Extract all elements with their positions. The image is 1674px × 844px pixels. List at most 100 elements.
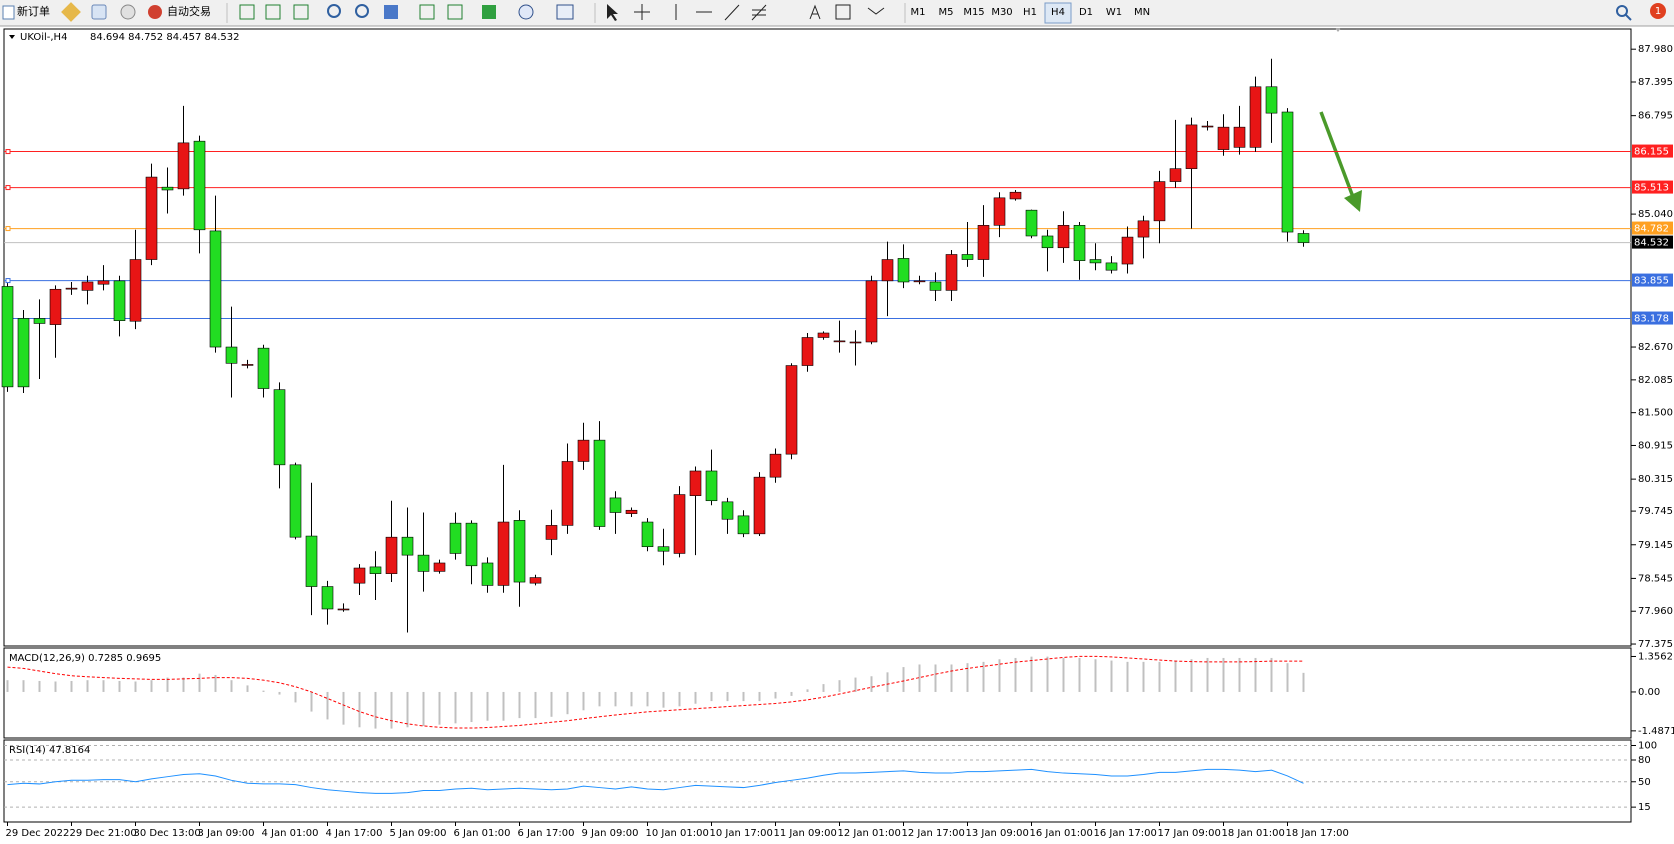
- candle-body: [1057, 225, 1070, 249]
- trendline-tool[interactable]: [724, 4, 740, 21]
- candle-body: [1297, 233, 1310, 243]
- candle-body: [193, 140, 206, 231]
- timeframe-button[interactable]: W1: [1106, 7, 1122, 18]
- candle-body: [1281, 111, 1294, 233]
- candle-body: [401, 536, 414, 556]
- x-tick-label: 10 Jan 17:00: [710, 828, 773, 839]
- candle-body: [737, 515, 750, 535]
- x-tick-label: 4 Jan 01:00: [262, 828, 319, 839]
- timeframe-button[interactable]: H4: [1051, 7, 1065, 18]
- icon[interactable]: [239, 4, 255, 20]
- cursor-tool[interactable]: [607, 4, 618, 21]
- candle-body: [849, 341, 862, 344]
- candle-body: [513, 520, 526, 583]
- candle-body: [721, 501, 734, 520]
- icon[interactable]: [327, 4, 341, 18]
- icon[interactable]: [293, 4, 309, 20]
- text-tool[interactable]: [809, 4, 821, 20]
- y-tick-label: 50: [1638, 777, 1651, 788]
- y-tick-label: 79.745: [1638, 506, 1673, 517]
- new-order-button[interactable]: 新订单: [2, 4, 50, 20]
- icon[interactable]: [518, 4, 534, 20]
- icon[interactable]: [265, 4, 281, 20]
- timeframe-button[interactable]: MN: [1134, 7, 1150, 18]
- candle-body: [1153, 181, 1166, 222]
- chart-title: UKOil-,H4: [20, 32, 67, 43]
- candle-body: [593, 439, 606, 527]
- candle-body: [1073, 225, 1086, 261]
- x-tick-label: 17 Jan 09:00: [1158, 828, 1221, 839]
- icon[interactable]: [355, 4, 369, 18]
- auto-trading-button[interactable]: 自动交易: [148, 4, 211, 19]
- candle-body: [289, 464, 302, 538]
- price-label: 84.532: [1634, 238, 1669, 249]
- price-label-bg: [1632, 311, 1673, 325]
- candle-body: [97, 280, 110, 285]
- label-tool[interactable]: [835, 4, 851, 20]
- candle-body: [1233, 126, 1246, 148]
- shift-marker: [1335, 28, 1341, 32]
- timeframe-button[interactable]: M15: [963, 7, 984, 18]
- icon[interactable]: [61, 2, 81, 22]
- y-tick-label: 77.960: [1638, 606, 1673, 617]
- line-anchor: [5, 278, 11, 284]
- active-timeframe-box: [1044, 2, 1072, 24]
- candle-body: [1089, 259, 1102, 264]
- candle-body: [449, 522, 462, 554]
- x-tick-label: 3 Jan 09:00: [198, 828, 255, 839]
- candle-body: [257, 347, 270, 389]
- candle-body: [913, 280, 926, 283]
- price-label-bg: [1632, 144, 1673, 158]
- fibo-tool[interactable]: [751, 4, 767, 21]
- candle-body: [385, 536, 398, 574]
- y-tick-label: 81.500: [1638, 408, 1673, 419]
- chart-menu-icon: [9, 35, 15, 39]
- y-tick-label: 77.375: [1638, 639, 1673, 650]
- x-tick-label: 29 Dec 2022: [6, 828, 70, 839]
- x-tick-label: 10 Jan 01:00: [646, 828, 709, 839]
- candle-body: [1121, 236, 1134, 265]
- button-label: 新订单: [17, 4, 50, 18]
- notification-badge[interactable]: [1650, 3, 1666, 19]
- candle-body: [529, 577, 542, 584]
- icon[interactable]: [91, 4, 107, 20]
- candle-body: [881, 259, 894, 282]
- crosshair-tool[interactable]: [634, 4, 650, 20]
- candle-body: [353, 567, 366, 584]
- rsi-panel: [3, 739, 1632, 823]
- y-tick-label: 80: [1638, 755, 1651, 766]
- arrows-tool[interactable]: [867, 7, 885, 15]
- timeframe-button[interactable]: D1: [1079, 7, 1093, 18]
- timeframe-button[interactable]: M1: [911, 7, 926, 18]
- candle-body: [65, 287, 78, 290]
- icon: [148, 5, 162, 19]
- price-label: 86.155: [1634, 147, 1669, 158]
- timeframe-button[interactable]: M5: [939, 7, 954, 18]
- candle-body: [673, 494, 686, 554]
- x-tick-label: 13 Jan 09:00: [966, 828, 1029, 839]
- search-icon[interactable]: [1616, 5, 1628, 17]
- timeframe-button[interactable]: H1: [1023, 7, 1037, 18]
- candle-body: [241, 364, 254, 366]
- signal-line: [7, 655, 1304, 729]
- x-tick-label: 6 Jan 01:00: [454, 828, 511, 839]
- y-tick-label: 85.040: [1638, 209, 1673, 220]
- x-tick-label: 18 Jan 17:00: [1286, 828, 1349, 839]
- y-tick-label: 15: [1638, 802, 1651, 813]
- candle-body: [817, 332, 830, 338]
- icon[interactable]: [384, 5, 398, 19]
- icon[interactable]: [482, 5, 496, 19]
- candle-body: [417, 554, 430, 572]
- x-tick-label: 30 Dec 13:00: [134, 828, 201, 839]
- icon[interactable]: [120, 4, 136, 20]
- x-tick-label: 9 Jan 09:00: [582, 828, 639, 839]
- icon[interactable]: [447, 4, 463, 20]
- candle-body: [465, 522, 478, 567]
- candle-body: [657, 546, 670, 552]
- timeframe-button[interactable]: M30: [991, 7, 1012, 18]
- icon[interactable]: [419, 4, 435, 20]
- price-label-bg: [1632, 273, 1673, 287]
- icon[interactable]: [556, 4, 574, 20]
